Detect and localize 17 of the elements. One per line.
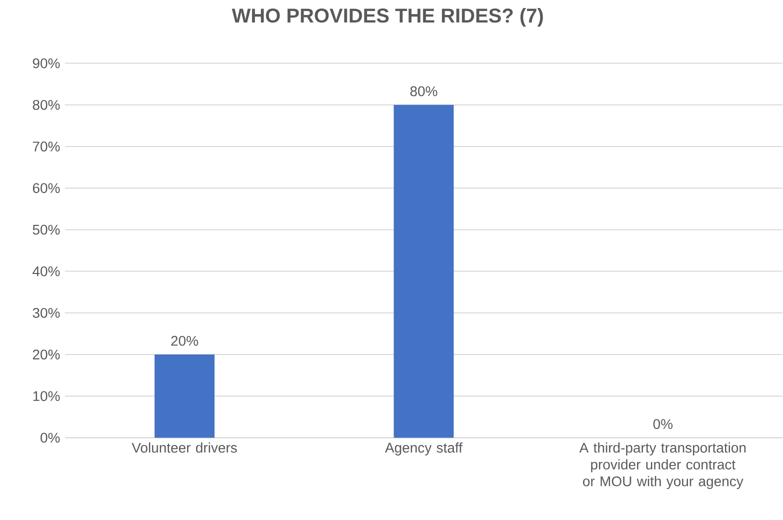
y-tick-label: 0% xyxy=(40,432,60,443)
y-tick-label: 90% xyxy=(32,58,60,68)
y-tick-label: 80% xyxy=(32,100,60,110)
y-tick-label: 70% xyxy=(32,142,60,152)
data-label: 0% xyxy=(653,419,673,430)
x-tick-label: Volunteer drivers xyxy=(132,442,237,453)
y-tick-label: 60% xyxy=(32,183,60,194)
y-tick-label: 30% xyxy=(32,308,60,318)
y-tick-label: 40% xyxy=(32,266,60,276)
data-label: 80% xyxy=(410,86,438,96)
x-tick-label: A third-party transportation provider under contract or MOU with your agency xyxy=(579,442,746,490)
x-tick-label: Agency staff xyxy=(384,442,463,456)
data-label: 20% xyxy=(171,336,198,346)
y-tick-label: 10% xyxy=(33,391,60,402)
y-tick-label: 50% xyxy=(32,224,60,235)
y-tick-label: 20% xyxy=(32,350,60,360)
chart-title: WHO PROVIDES THE RIDES? (7) xyxy=(232,8,543,27)
